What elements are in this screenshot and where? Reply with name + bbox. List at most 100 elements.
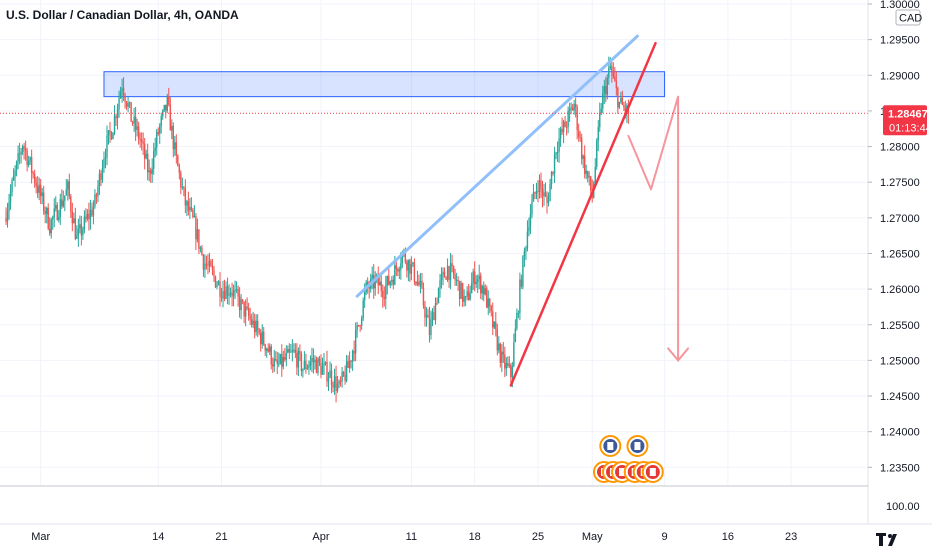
tradingview-logo[interactable] [872,528,928,548]
candle-body [606,77,608,95]
candle-body [451,263,453,266]
candle-body [302,368,304,372]
candle-body [477,279,479,283]
candle-body [596,140,598,167]
candle-body [100,173,102,180]
candle-body [541,188,544,197]
candle-body [492,311,494,328]
candle-body [406,262,408,271]
candle-body [543,192,545,197]
candle-body [460,283,462,299]
candle-body [547,200,550,203]
candle-body [452,265,455,275]
candle-body [288,349,291,353]
last-price-label: 1.28467 [888,108,928,120]
candle-body [487,298,489,308]
candle-body [516,312,518,329]
y-tick-label: 1.26000 [880,284,920,296]
candle-body [511,366,514,378]
candle-body [392,279,395,285]
candle-body [291,350,294,352]
candle-body [467,291,470,300]
candle-body [192,209,194,218]
candle-body [269,346,271,352]
candle-body [39,184,42,197]
candle-body [525,248,527,251]
candle-body [323,363,325,367]
candle-body [446,266,449,280]
price-axis-background[interactable] [868,0,932,550]
candle-body [205,263,208,266]
candle-body [389,281,391,285]
candle-body [23,146,25,149]
candle-body [285,352,288,360]
candle-body [83,216,86,230]
drawing-layer [355,34,690,387]
candle-body [50,219,52,234]
candle-body [342,372,345,376]
candle-body [47,207,49,229]
candle-body [430,320,432,336]
candle-body [534,192,536,194]
candle-body [225,286,227,299]
candle-body [478,275,480,280]
candle-body [267,348,269,352]
candle-body [315,359,318,373]
candle-body [549,184,551,201]
candle-body [464,296,467,298]
candle-body [329,370,331,378]
candle-body [353,350,355,354]
candle-body [183,186,185,189]
candle-body [169,104,171,131]
candle-body [538,180,541,192]
candle-body [284,357,286,360]
candle-body [80,224,83,236]
candle-body [449,263,452,280]
candle-body [49,228,51,234]
candle-body [360,318,363,326]
candle-body [33,173,36,183]
candle-body [220,296,223,299]
candle-body [356,325,358,331]
candle-body [297,350,300,368]
candle-body [618,101,621,108]
candle-body [208,260,211,266]
candle-body [386,276,388,286]
candle-body [513,342,515,367]
candle-body [53,208,55,218]
candle-body [189,206,191,211]
candle-body [437,288,440,304]
y-tick-label: 1.23500 [880,462,920,474]
candle-body [250,319,253,325]
candle-body [273,358,275,367]
candle-body [166,95,168,111]
candle-body [98,173,101,187]
candle-body [379,281,381,286]
candle-body [113,115,116,133]
candle-body [214,276,217,288]
candle-body [131,121,134,124]
candle-body [559,128,562,139]
candle-body [136,126,138,130]
x-tick-label: 14 [152,531,164,543]
candle-body [222,291,224,299]
candle-body [495,321,497,330]
candle-body [445,277,447,280]
candle-body [608,67,610,78]
candle-body [130,102,132,122]
candle-body [128,102,131,104]
candle-body [89,209,92,220]
candle-body [92,206,95,216]
candle-body [583,155,586,174]
candle-body [603,86,605,94]
candle-body [211,266,214,271]
y-tick-label: 1.30000 [880,0,920,11]
candle-body [380,281,382,291]
candle-body [440,274,443,281]
candle-body [475,282,477,285]
event-layer [592,435,664,483]
currency-badge[interactable]: CAD [895,9,922,26]
last-price-tag: 1.28467 01:13:44 [883,105,932,136]
candle-body [617,87,619,108]
